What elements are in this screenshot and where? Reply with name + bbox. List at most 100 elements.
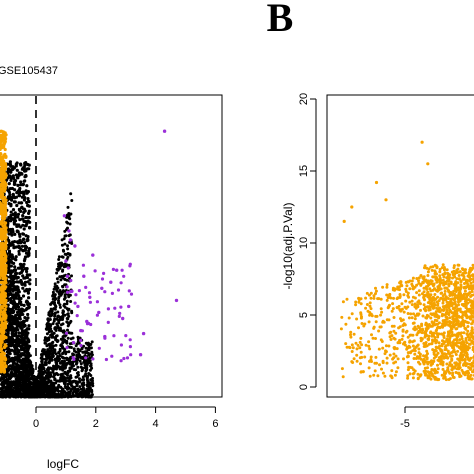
point-downregulated	[2, 200, 6, 204]
point-downregulated	[393, 373, 397, 377]
point-not-significant	[14, 272, 18, 276]
point-not-significant	[54, 352, 58, 356]
point-upregulated	[118, 311, 122, 315]
point-not-significant	[11, 326, 15, 330]
point-downregulated	[440, 314, 444, 318]
point-downregulated	[416, 313, 420, 317]
point-not-significant	[12, 373, 16, 377]
point-downregulated	[374, 320, 378, 324]
point-downregulated	[388, 293, 392, 297]
point-not-significant	[27, 215, 31, 220]
point-not-significant	[53, 378, 57, 382]
point-downregulated	[394, 370, 398, 374]
point-not-significant	[19, 321, 24, 325]
point-not-significant	[63, 334, 67, 338]
point-not-significant	[1, 392, 6, 396]
point-not-significant	[74, 375, 78, 379]
point-downregulated	[4, 240, 8, 244]
point-upregulated	[67, 229, 71, 233]
point-not-significant	[58, 305, 62, 309]
point-not-significant	[8, 289, 12, 293]
point-upregulated	[116, 288, 121, 292]
point-not-significant	[80, 378, 84, 382]
point-downregulated	[417, 289, 421, 293]
point-not-significant	[11, 340, 15, 344]
point-not-significant	[58, 367, 62, 371]
point-not-significant	[22, 167, 26, 171]
point-not-significant	[70, 394, 73, 398]
point-not-significant	[61, 255, 65, 259]
point-downregulated	[469, 281, 473, 285]
point-not-significant	[61, 268, 65, 272]
point-downregulated	[0, 361, 3, 365]
point-downregulated	[0, 358, 3, 362]
point-not-significant	[53, 282, 57, 286]
point-not-significant	[48, 392, 52, 396]
point-downregulated	[359, 350, 363, 354]
point-downregulated	[459, 331, 463, 335]
point-downregulated	[445, 362, 449, 366]
point-upregulated	[69, 278, 73, 283]
point-downregulated	[4, 263, 8, 267]
point-not-significant	[18, 218, 22, 222]
point-downregulated	[0, 270, 2, 274]
point-not-significant	[78, 391, 82, 395]
point-downregulated	[395, 306, 399, 310]
point-downregulated	[466, 325, 470, 328]
point-not-significant	[54, 297, 58, 301]
point-downregulated	[417, 279, 420, 283]
point-downregulated	[368, 359, 371, 363]
point-not-significant	[37, 373, 41, 377]
point-not-significant	[81, 387, 85, 391]
point-downregulated	[371, 336, 375, 340]
point-not-significant	[13, 211, 17, 215]
point-not-significant	[69, 319, 73, 323]
point-downregulated	[4, 235, 8, 239]
point-not-significant	[69, 389, 73, 393]
point-downregulated	[446, 366, 450, 370]
point-not-significant	[26, 199, 31, 203]
point-downregulated	[416, 372, 420, 376]
point-not-significant	[7, 318, 11, 322]
point-not-significant	[22, 210, 26, 215]
point-downregulated	[344, 342, 348, 346]
point-downregulated	[3, 287, 7, 291]
point-downregulated	[417, 347, 421, 351]
point-downregulated	[4, 182, 8, 186]
point-downregulated	[401, 328, 405, 332]
point-upregulated	[73, 301, 77, 305]
point-downregulated	[3, 335, 7, 339]
point-downregulated	[2, 327, 6, 331]
point-downregulated	[355, 317, 359, 321]
point-upregulated	[72, 357, 76, 361]
point-not-significant	[12, 365, 17, 369]
point-not-significant	[8, 275, 12, 279]
point-downregulated	[1, 277, 5, 281]
point-upregulated	[91, 357, 95, 361]
point-downregulated	[2, 297, 6, 301]
point-downregulated	[341, 375, 345, 379]
point-downregulated	[372, 294, 376, 298]
point-not-significant	[56, 280, 60, 284]
point-downregulated	[362, 324, 366, 328]
point-downregulated	[3, 223, 7, 228]
point-not-significant	[16, 343, 21, 347]
point-not-significant	[0, 387, 2, 391]
point-downregulated	[369, 291, 373, 295]
point-not-significant	[18, 315, 22, 320]
point-not-significant	[58, 275, 62, 279]
point-not-significant	[1, 386, 5, 390]
point-downregulated	[4, 206, 8, 210]
point-not-significant	[12, 287, 16, 291]
point-downregulated	[466, 321, 470, 325]
point-not-significant	[66, 247, 70, 251]
point-not-significant	[5, 260, 10, 265]
point-downregulated	[2, 175, 7, 180]
point-not-significant	[21, 214, 25, 218]
point-downregulated	[350, 343, 354, 347]
point-downregulated	[374, 286, 377, 290]
point-downregulated	[391, 302, 395, 306]
point-not-significant	[67, 234, 71, 238]
point-downregulated	[0, 182, 3, 187]
